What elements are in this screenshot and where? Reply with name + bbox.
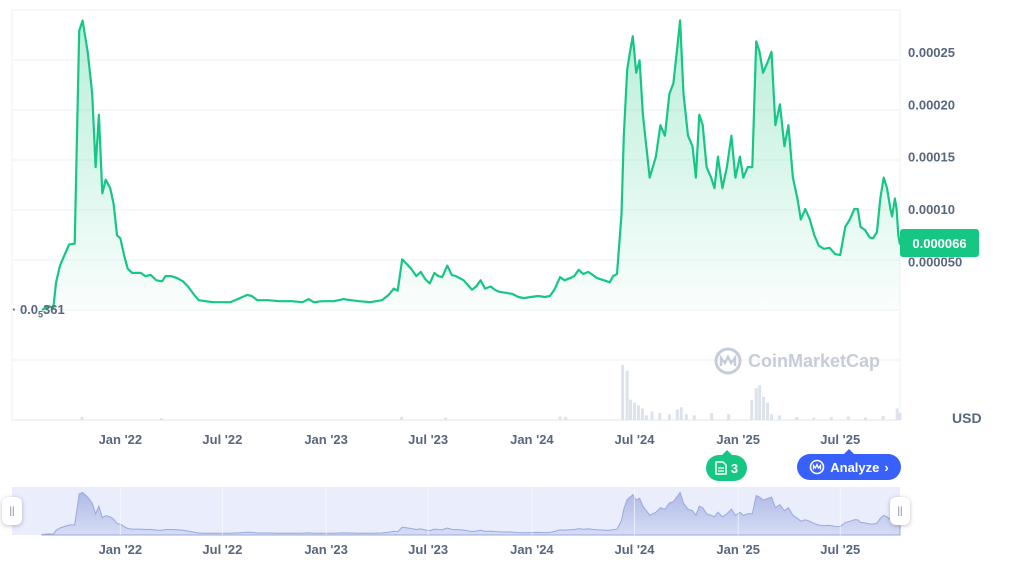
price-area-fill: [42, 20, 900, 310]
navigator-left-handle[interactable]: ||: [2, 497, 22, 525]
volume-bar: [558, 416, 562, 420]
navigator-x-tick-label: Jul '25: [820, 542, 860, 557]
price-line: [41, 19, 902, 311]
watermark: CoinMarketCap: [714, 347, 880, 375]
y-tick-label: 0.00015: [908, 150, 955, 165]
current-price-value: 0.000066: [912, 235, 967, 251]
chevron-right-icon: ›: [884, 459, 889, 475]
volume-bar: [658, 413, 662, 420]
volume-bar: [766, 402, 770, 420]
volume-bar: [675, 409, 679, 420]
y-tick-label: 0.00025: [908, 45, 955, 60]
min-price-label: · 0.05361: [12, 302, 65, 320]
volume-bar: [629, 399, 633, 420]
navigator-x-tick-label: Jan '23: [304, 542, 348, 557]
y-tick-label: 0.00010: [908, 202, 955, 217]
navigator-x-tick-label: Jul '23: [408, 542, 448, 557]
navigator-series: [41, 491, 901, 536]
volume-bar: [881, 415, 885, 420]
y-tick-label: 0.00020: [908, 97, 955, 112]
volume-bar: [758, 385, 762, 420]
volume-bar: [727, 414, 731, 420]
volume-bar: [846, 416, 850, 420]
volume-bar: [621, 364, 625, 420]
volume-bar: [684, 414, 688, 420]
navigator-x-tick-label: Jan '25: [716, 542, 760, 557]
volume-bar: [769, 414, 773, 420]
ai-analyze-icon: [809, 459, 825, 475]
volume-bar: [400, 417, 404, 420]
volume-bar: [632, 402, 636, 420]
analyze-label: Analyze: [830, 459, 880, 475]
volume-bar: [750, 399, 754, 420]
x-tick-label: Jul '22: [202, 432, 242, 447]
volume-bar: [625, 370, 629, 420]
watermark-text: CoinMarketCap: [748, 350, 881, 371]
volume-bar: [754, 388, 758, 420]
volume-bar: [895, 408, 899, 420]
volume-bar: [864, 417, 868, 420]
volume-bar: [829, 417, 833, 420]
range-navigator[interactable]: [12, 487, 901, 536]
price-area: [41, 19, 902, 311]
volume-bar: [640, 408, 644, 420]
volume-bar: [777, 415, 781, 420]
y-tick-label: 0.000050: [908, 254, 962, 269]
y-axis: 0.000050 0.00010 0.00015 0.00020 0.00025: [908, 45, 962, 269]
volume-bar: [812, 417, 816, 420]
volume-bar: [636, 405, 640, 420]
x-tick-label: Jan '22: [99, 432, 143, 447]
navigator-right-handle[interactable]: ||: [890, 497, 910, 525]
news-badge[interactable]: 3: [706, 450, 747, 481]
navigator-x-tick-label: Jan '22: [99, 542, 143, 557]
volume-bar: [644, 415, 648, 420]
volume-bar: [444, 417, 448, 420]
document-icon: [715, 461, 727, 475]
volume-bar: [795, 417, 799, 420]
coinmarketcap-logo-icon: [714, 347, 742, 375]
analyze-button[interactable]: Analyze ›: [797, 449, 901, 480]
volume-bar: [898, 413, 902, 420]
navigator-x-tick-label: Jul '22: [202, 542, 242, 557]
x-tick-label: Jan '24: [510, 432, 554, 447]
x-axis: Jan '22 Jan '22 Jul '22 Jul '22 Jan '23 Jan '…: [99, 432, 861, 557]
volume-bar: [160, 418, 164, 420]
current-price-tag: 0.000066: [900, 229, 979, 257]
volume-bar: [710, 413, 714, 420]
x-tick-label: Jul '24: [615, 432, 656, 447]
navigator-x-tick-label: Jul '24: [615, 542, 656, 557]
volume-bar: [762, 396, 766, 420]
x-tick-label: Jan '25: [716, 432, 760, 447]
navigator-x-tick-label: Jan '24: [510, 542, 554, 557]
volume-bar: [80, 417, 84, 420]
x-tick-label: Jul '23: [408, 432, 448, 447]
volume-bar: [667, 414, 671, 420]
x-tick-label: Jan '23: [304, 432, 348, 447]
currency-label: USD: [952, 410, 982, 426]
volume-bar: [564, 417, 568, 420]
volume-bar: [650, 411, 654, 420]
volume-bars: [80, 364, 902, 420]
volume-bar: [679, 407, 683, 420]
volume-bar: [692, 415, 696, 420]
news-count: 3: [730, 460, 739, 476]
x-tick-label: Jul '25: [820, 432, 860, 447]
